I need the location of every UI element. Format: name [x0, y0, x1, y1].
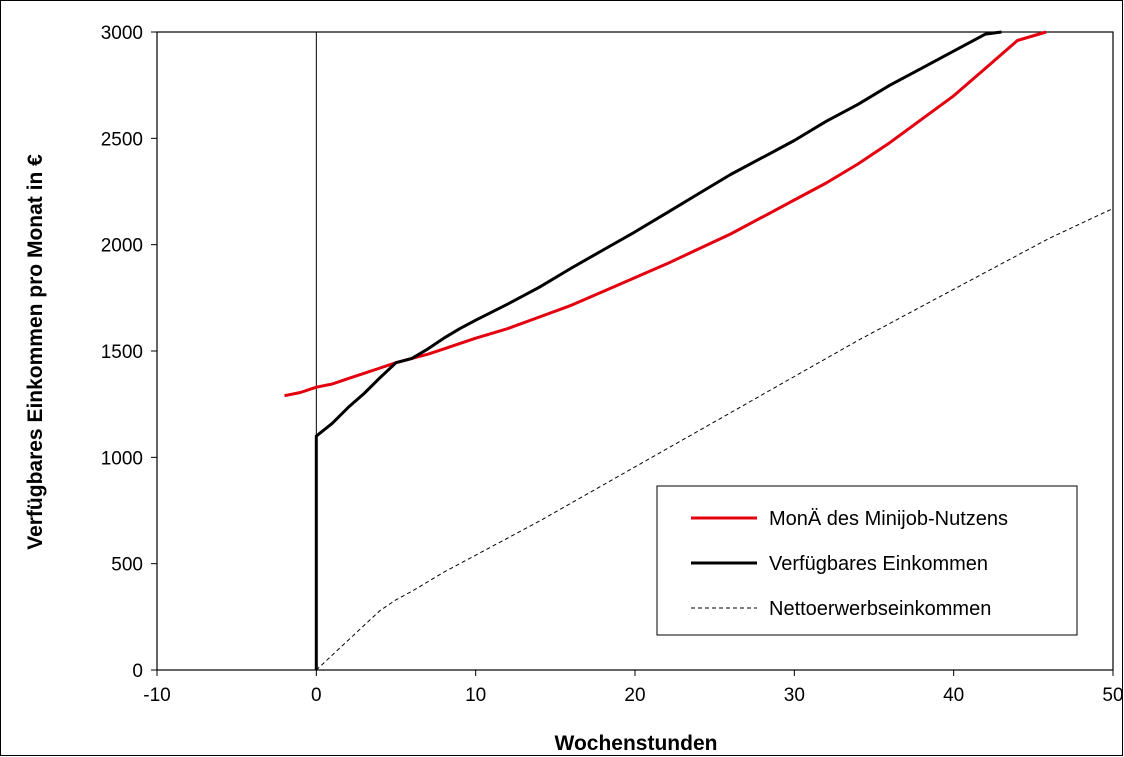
x-tick-label: 30	[784, 685, 805, 706]
series-line-1	[284, 30, 1047, 398]
y-tick-label: 2500	[101, 129, 143, 150]
x-tick-label: 40	[943, 685, 964, 706]
legend-box	[656, 485, 1078, 636]
y-tick-label: 1500	[101, 342, 143, 363]
y-tick-label: 3000	[101, 23, 143, 44]
y-tick-label: 0	[132, 661, 143, 682]
legend-label: MonÄ des Minijob-Nutzens	[769, 508, 1008, 530]
series-line-3	[315, 208, 1114, 671]
x-tick-label: 50	[1102, 685, 1123, 706]
x-tick-label: 0	[311, 685, 322, 706]
series-layer	[284, 30, 1114, 671]
x-axis-title: Wochenstunden	[555, 732, 718, 755]
y-tick-label: 1000	[101, 448, 143, 469]
legend-label: Verfügbares Einkommen	[769, 553, 988, 575]
series-line-2	[314, 30, 1002, 670]
x-tick-label: 20	[624, 685, 645, 706]
legend: MonÄ des Minijob-Nutzens Verfügbares Eink…	[656, 485, 1078, 636]
y-axis-title: Verfügbares Einkommen pro Monat in €	[24, 154, 47, 550]
y-tick-label: 2000	[101, 236, 143, 257]
y-tick-label: 500	[111, 555, 143, 576]
x-tick-label: 10	[465, 685, 486, 706]
legend-label: Nettoerwerbseinkommen	[769, 598, 991, 620]
x-tick-label: -10	[143, 685, 170, 706]
